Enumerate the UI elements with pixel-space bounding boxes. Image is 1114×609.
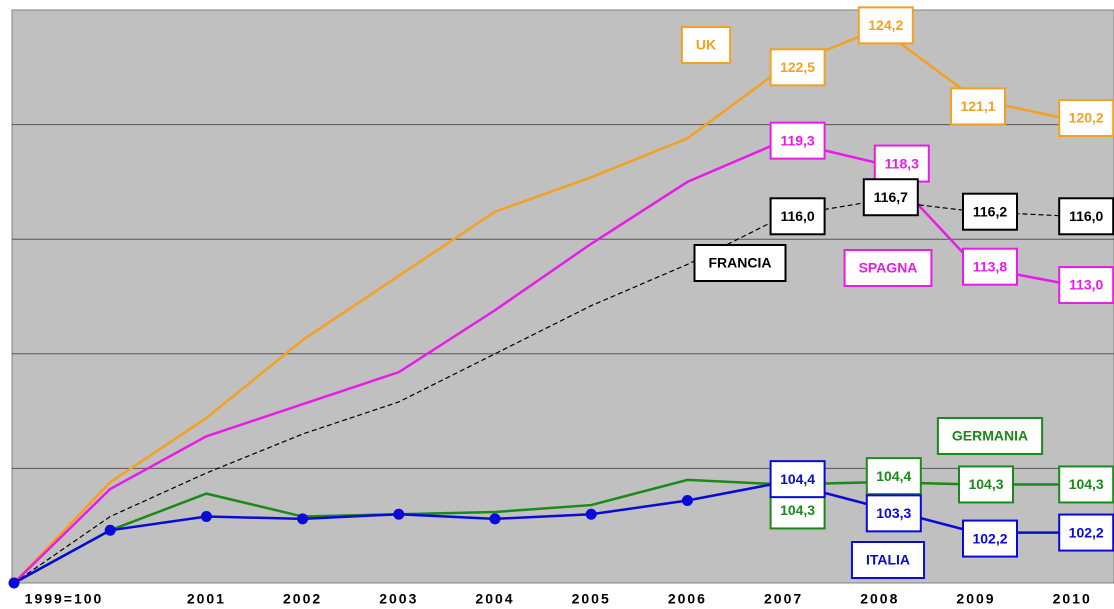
value-label: 116,0 xyxy=(1069,208,1103,224)
x-tick-label: 2006 xyxy=(668,591,707,607)
label-box xyxy=(769,491,826,530)
legend-box xyxy=(680,26,732,64)
legend-box xyxy=(843,249,933,287)
x-tick-label: 2009 xyxy=(956,591,995,607)
legend-box xyxy=(936,417,1044,455)
x-tick-label: 2007 xyxy=(764,591,803,607)
x-tick-label: 2008 xyxy=(860,591,899,607)
legend-box xyxy=(693,244,787,282)
x-tick-label: 2004 xyxy=(475,591,514,607)
marker xyxy=(200,511,212,523)
label-box xyxy=(950,87,1006,126)
label-box xyxy=(865,494,922,533)
value-label: 113,8 xyxy=(973,258,1007,274)
marker xyxy=(489,513,501,525)
marker xyxy=(681,494,693,506)
value-label: 124,2 xyxy=(868,17,903,33)
value-label: 104,3 xyxy=(968,476,1003,492)
label-box xyxy=(769,460,826,499)
label-box xyxy=(1058,266,1114,305)
value-label: 104,4 xyxy=(780,471,815,487)
value-label: 102,2 xyxy=(972,530,1007,546)
value-label: 103,3 xyxy=(876,505,911,521)
label-box xyxy=(962,192,1018,231)
legend-label: FRANCIA xyxy=(709,255,772,271)
value-label: 119,3 xyxy=(780,132,814,148)
x-tick-label: 2002 xyxy=(283,591,322,607)
legend-label: UK xyxy=(696,37,716,53)
label-box xyxy=(873,144,930,183)
value-label: 120,2 xyxy=(1069,110,1104,126)
x-tick-label: 2003 xyxy=(379,591,418,607)
legend-box xyxy=(850,541,926,579)
label-box xyxy=(1058,465,1114,504)
marker xyxy=(585,508,597,520)
label-box xyxy=(958,465,1014,504)
value-label: 116,7 xyxy=(874,189,908,205)
plot-area xyxy=(11,9,1114,584)
label-box xyxy=(1058,513,1114,552)
marker xyxy=(393,508,405,520)
x-tick-label: 2001 xyxy=(187,591,226,607)
label-box xyxy=(1058,197,1114,236)
value-label: 104,4 xyxy=(876,468,911,484)
legend-label: ITALIA xyxy=(866,552,910,568)
label-box xyxy=(962,519,1018,558)
x-tick-label: 2010 xyxy=(1053,591,1092,607)
x-tick-label: 2005 xyxy=(572,591,611,607)
value-label: 104,3 xyxy=(780,502,815,518)
label-box xyxy=(769,197,826,236)
legend-label: SPAGNA xyxy=(859,260,918,276)
x-tick-label: 1999=100 xyxy=(25,591,104,607)
label-box xyxy=(865,457,922,496)
marker xyxy=(8,577,20,589)
label-box xyxy=(769,48,826,87)
value-label: 121,1 xyxy=(960,98,995,114)
value-label: 122,5 xyxy=(780,59,815,75)
label-box xyxy=(962,247,1018,286)
label-box xyxy=(769,121,826,160)
label-box xyxy=(857,6,914,45)
marker xyxy=(297,513,309,525)
label-box xyxy=(1058,99,1114,138)
value-label: 116,2 xyxy=(973,203,1007,219)
value-label: 104,3 xyxy=(1069,476,1104,492)
value-label: 102,2 xyxy=(1069,524,1104,540)
value-label: 118,3 xyxy=(885,155,919,171)
marker xyxy=(104,524,116,536)
value-label: 116,0 xyxy=(780,208,814,224)
value-label: 113,0 xyxy=(1069,277,1103,293)
label-box xyxy=(862,178,919,217)
legend-label: GERMANIA xyxy=(952,428,1028,444)
